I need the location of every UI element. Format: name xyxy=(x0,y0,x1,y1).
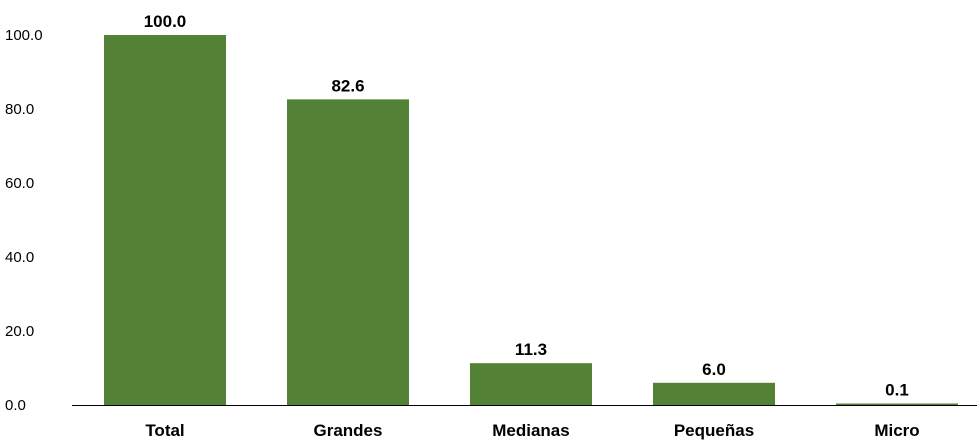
y-tick-label: 80.0 xyxy=(5,101,34,118)
category-label: Medianas xyxy=(492,421,569,440)
y-axis-tick-labels: 0.0 20.0 40.0 60.0 80.0 100.0 xyxy=(5,27,43,414)
bar-pequenas xyxy=(653,382,775,405)
y-tick-label: 100.0 xyxy=(5,27,43,44)
category-label: Pequeñas xyxy=(674,421,754,440)
data-label: 100.0 xyxy=(144,12,187,31)
data-labels: 100.0 82.6 11.3 6.0 0.1 xyxy=(144,12,909,400)
category-label: Micro xyxy=(874,421,919,440)
bar-micro xyxy=(836,403,958,405)
x-axis-category-labels: Total Grandes Medianas Pequeñas Micro xyxy=(145,421,919,440)
y-tick-label: 40.0 xyxy=(5,249,34,266)
bar-medianas xyxy=(470,363,592,405)
y-tick-label: 60.0 xyxy=(5,175,34,192)
bar-total xyxy=(104,35,226,405)
y-tick-label: 0.0 xyxy=(5,397,26,414)
bars xyxy=(104,35,958,405)
category-label: Total xyxy=(145,421,184,440)
y-tick-label: 20.0 xyxy=(5,323,34,340)
bar-grandes xyxy=(287,99,409,405)
data-label: 11.3 xyxy=(515,340,547,359)
data-label: 82.6 xyxy=(331,76,364,95)
category-label: Grandes xyxy=(314,421,383,440)
data-label: 6.0 xyxy=(702,360,726,379)
data-label: 0.1 xyxy=(885,381,909,400)
